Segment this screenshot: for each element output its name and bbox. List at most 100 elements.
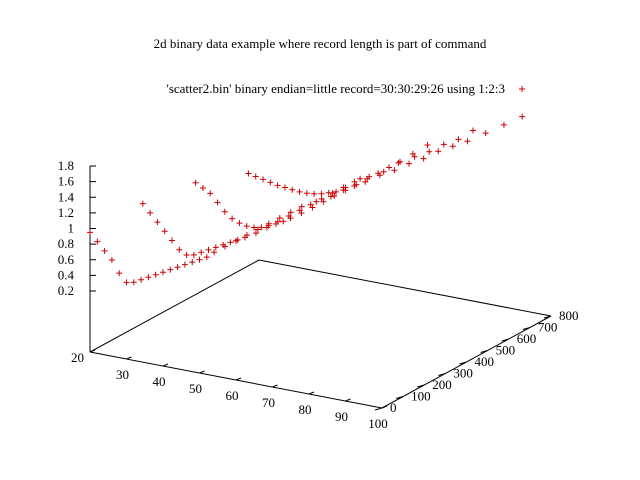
data-point bbox=[482, 130, 489, 137]
z-tick-label: 1.6 bbox=[58, 174, 75, 189]
y-tick-mark bbox=[543, 315, 552, 319]
y-tick-label: 700 bbox=[538, 320, 558, 335]
data-point bbox=[258, 224, 265, 231]
data-point bbox=[318, 190, 325, 197]
data-point bbox=[252, 230, 259, 237]
data-point bbox=[174, 264, 181, 271]
y-tick-label: 600 bbox=[517, 331, 537, 346]
data-point bbox=[212, 244, 219, 251]
data-point bbox=[211, 249, 218, 256]
data-point bbox=[376, 172, 383, 179]
z-tick-label: 1.2 bbox=[58, 205, 74, 220]
data-point bbox=[272, 220, 279, 227]
data-point bbox=[192, 179, 199, 186]
data-point bbox=[87, 229, 93, 236]
z-tick-label: 1.4 bbox=[58, 189, 75, 204]
y-tick-mark bbox=[522, 327, 531, 330]
legend-label: 'scatter2.bin' binary endian=little reco… bbox=[166, 81, 505, 96]
data-point bbox=[380, 168, 387, 175]
data-point bbox=[242, 234, 249, 241]
data-point bbox=[227, 239, 234, 246]
y-tick-label: 300 bbox=[453, 366, 473, 381]
y-tick-label: 500 bbox=[496, 343, 516, 358]
data-point bbox=[320, 198, 327, 205]
data-point bbox=[470, 127, 477, 134]
data-point bbox=[189, 259, 196, 266]
data-point bbox=[199, 185, 206, 192]
data-point bbox=[327, 193, 334, 200]
x-tick-label: 70 bbox=[262, 395, 275, 410]
x-tick-mark bbox=[381, 405, 388, 409]
data-point bbox=[176, 246, 183, 253]
data-point bbox=[260, 176, 267, 183]
data-point bbox=[289, 186, 296, 193]
data-point bbox=[440, 141, 447, 148]
axes-group bbox=[89, 166, 552, 409]
y-tick-mark bbox=[374, 407, 383, 411]
data-point bbox=[190, 251, 197, 258]
y-tick-mark bbox=[395, 396, 404, 399]
data-point bbox=[281, 184, 288, 191]
ticks-group: 0.20.40.60.811.21.41.61.8 20 30 40 50 60 70 80 9… bbox=[58, 158, 579, 431]
y-tick-label: 200 bbox=[432, 377, 452, 392]
data-point bbox=[198, 249, 205, 256]
z-tick-label: 0.4 bbox=[58, 267, 75, 282]
data-point bbox=[147, 209, 154, 216]
data-point bbox=[203, 254, 210, 261]
data-point bbox=[154, 219, 161, 226]
data-point bbox=[245, 170, 252, 177]
x-tick-label: 90 bbox=[335, 409, 348, 424]
data-point bbox=[265, 222, 272, 229]
data-point bbox=[101, 247, 108, 254]
data-point bbox=[311, 190, 318, 197]
y-tick-mark bbox=[417, 384, 425, 388]
z-tick-label: 0.2 bbox=[58, 283, 74, 298]
z-tick-label: 1 bbox=[68, 221, 75, 236]
data-point bbox=[138, 276, 145, 283]
data-point bbox=[267, 179, 274, 186]
data-point bbox=[196, 256, 203, 263]
data-point bbox=[251, 224, 258, 231]
y-tick-label: 100 bbox=[411, 389, 431, 404]
data-point bbox=[519, 113, 526, 120]
data-point bbox=[500, 121, 507, 128]
data-point bbox=[116, 270, 123, 277]
data-point bbox=[391, 167, 398, 174]
x-tick-mark bbox=[89, 349, 96, 353]
data-point bbox=[229, 215, 236, 222]
data-point bbox=[449, 143, 456, 150]
data-point bbox=[325, 189, 332, 196]
z-tick-label: 1.8 bbox=[58, 158, 74, 173]
data-point bbox=[296, 188, 303, 195]
y-tick-mark bbox=[501, 338, 509, 342]
x-tick-mark bbox=[235, 377, 242, 381]
z-tick-label: 0.6 bbox=[58, 252, 75, 267]
x-tick-label: 80 bbox=[299, 402, 312, 417]
x-tick-label: 60 bbox=[226, 388, 239, 403]
z-tick-label: 0.8 bbox=[58, 236, 74, 251]
data-point bbox=[340, 187, 347, 194]
data-point bbox=[160, 269, 166, 276]
data-point bbox=[274, 182, 281, 189]
data-point bbox=[220, 241, 227, 248]
data-point bbox=[455, 136, 462, 143]
x-tick-mark bbox=[308, 391, 315, 395]
data-point bbox=[386, 164, 393, 171]
x-tick-label: 40 bbox=[153, 374, 166, 389]
data-point bbox=[94, 238, 101, 245]
data-point bbox=[362, 178, 369, 185]
x-tick-label: 100 bbox=[368, 416, 388, 431]
data-point bbox=[221, 208, 228, 215]
y-tick-label: 0 bbox=[390, 400, 397, 415]
points-group bbox=[87, 113, 526, 286]
data-point bbox=[161, 228, 168, 235]
y-back-left-line bbox=[89, 259, 260, 353]
data-point bbox=[145, 274, 152, 281]
data-point bbox=[287, 215, 294, 222]
data-point bbox=[207, 190, 214, 197]
data-point bbox=[139, 200, 146, 207]
data-point bbox=[397, 158, 404, 165]
data-point bbox=[357, 175, 364, 182]
